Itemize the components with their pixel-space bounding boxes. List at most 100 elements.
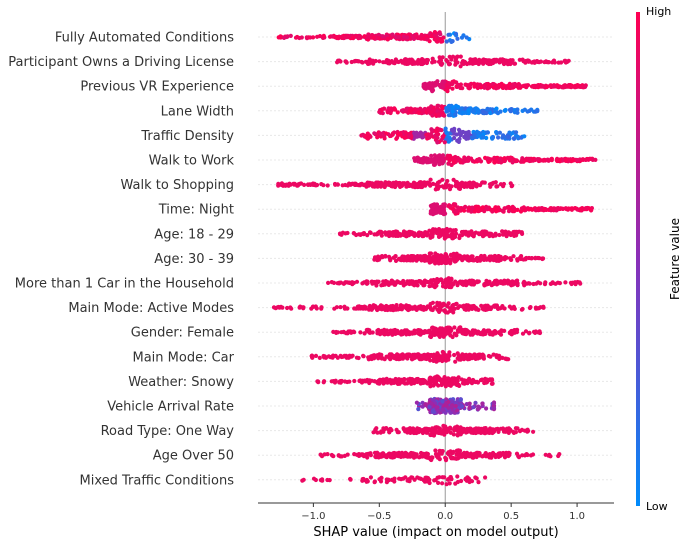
x-tick-label: 0.5 <box>503 511 519 522</box>
shap-point <box>374 307 380 312</box>
shap-point <box>483 475 488 480</box>
shap-point <box>388 304 393 309</box>
shap-point <box>329 379 334 384</box>
shap-point <box>546 453 551 458</box>
shap-point <box>440 481 445 486</box>
shap-point <box>502 156 507 161</box>
shap-point <box>463 279 468 284</box>
shap-point <box>400 254 405 259</box>
shap-point <box>451 177 456 182</box>
shap-point <box>470 205 475 210</box>
shap-point <box>476 480 481 485</box>
shap-point <box>418 106 423 111</box>
x-tick-label: 0.0 <box>437 511 453 522</box>
shap-point <box>425 330 430 335</box>
shap-point <box>360 60 365 65</box>
shap-point <box>522 134 527 139</box>
shap-point <box>489 60 494 65</box>
shap-point <box>406 281 411 286</box>
shap-point <box>511 136 516 141</box>
shap-point <box>382 136 387 141</box>
shap-point <box>450 86 455 91</box>
shap-point <box>440 105 445 110</box>
shap-point <box>345 34 350 39</box>
shap-point <box>429 127 434 132</box>
shap-point <box>509 84 514 90</box>
shap-point <box>460 355 465 361</box>
shap-point <box>362 379 368 384</box>
shap-point <box>491 352 496 357</box>
shap-point <box>366 135 371 140</box>
shap-point <box>462 305 467 310</box>
shap-point <box>435 351 440 356</box>
shap-point <box>440 135 445 140</box>
shap-point <box>363 306 368 311</box>
feature-label: Weather: Snowy <box>128 375 234 390</box>
shap-point <box>460 404 465 409</box>
shap-point <box>504 357 509 362</box>
shap-point <box>443 126 448 131</box>
shap-point <box>530 207 535 212</box>
shap-point <box>362 331 367 336</box>
shap-point <box>453 202 458 207</box>
shap-point <box>515 230 520 235</box>
shap-point <box>527 330 532 335</box>
shap-point <box>436 408 441 413</box>
shap-point <box>464 131 469 136</box>
shap-point <box>454 251 459 256</box>
shap-point <box>424 59 430 65</box>
shap-point <box>361 232 366 237</box>
shap-point <box>401 283 406 288</box>
shap-point <box>474 184 479 189</box>
shap-point <box>439 62 444 67</box>
shap-point <box>533 255 538 260</box>
shap-point <box>517 83 522 88</box>
shap-point <box>551 84 556 89</box>
shap-point <box>457 235 462 241</box>
shap-point <box>360 477 365 482</box>
shap-point <box>345 183 350 188</box>
shap-point <box>415 283 420 288</box>
shap-point <box>332 306 337 311</box>
shap-point <box>458 54 463 59</box>
shap-point <box>419 36 424 41</box>
shap-point <box>452 331 457 336</box>
shap-point <box>385 231 390 237</box>
colorbar-title: Feature value <box>668 218 682 300</box>
shap-point <box>502 108 507 113</box>
shap-point <box>491 258 496 263</box>
shap-point <box>450 54 456 59</box>
shap-point <box>379 233 384 238</box>
shap-point <box>390 379 395 384</box>
feature-label: Walk to Work <box>149 154 235 169</box>
shap-point <box>344 331 349 336</box>
shap-point <box>477 157 482 162</box>
shap-point <box>389 106 394 111</box>
shap-point <box>330 34 335 39</box>
shap-point <box>484 232 489 237</box>
shap-point <box>453 208 458 213</box>
shap-point <box>515 426 520 431</box>
shap-point <box>557 158 562 163</box>
shap-point <box>498 451 503 456</box>
shap-point <box>489 207 494 212</box>
shap-point <box>506 204 511 210</box>
feature-label: Age: 30 - 39 <box>154 252 234 267</box>
shap-point <box>326 280 331 285</box>
shap-point <box>533 329 539 334</box>
shap-point <box>487 182 493 187</box>
shap-point <box>473 106 478 111</box>
shap-point <box>375 184 380 189</box>
shap-point <box>347 379 352 384</box>
shap-point <box>478 183 483 188</box>
shap-point <box>476 130 482 136</box>
shap-point <box>444 131 449 136</box>
shap-point <box>370 353 375 358</box>
shap-point <box>325 477 330 483</box>
shap-point <box>423 380 428 385</box>
feature-label: Age: 18 - 29 <box>154 227 234 242</box>
shap-point <box>533 109 538 114</box>
shap-point <box>454 301 459 306</box>
shap-point <box>447 377 452 382</box>
